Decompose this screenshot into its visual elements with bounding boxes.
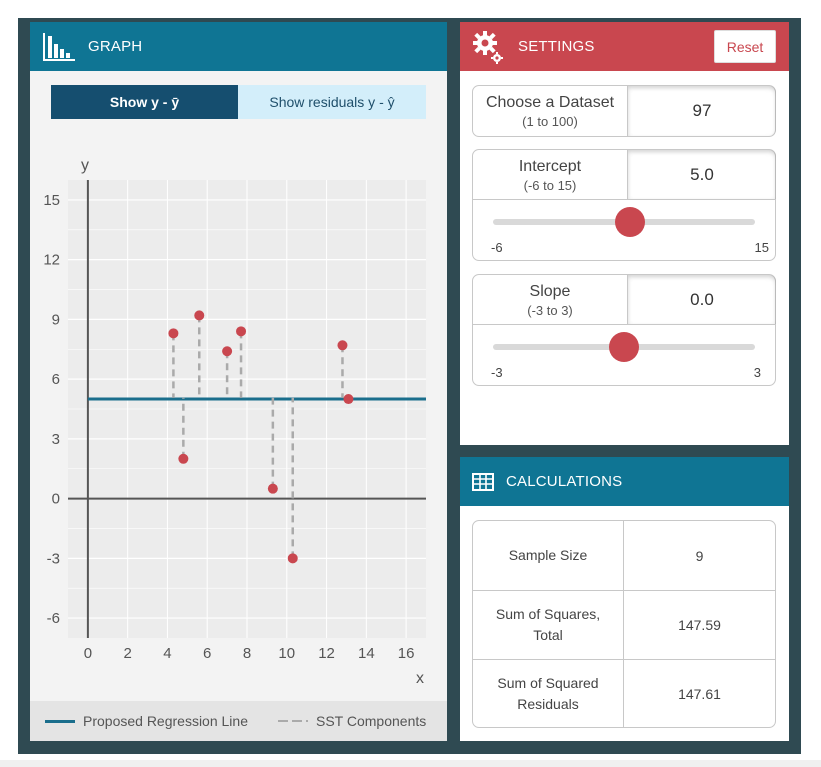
intercept-input[interactable]: 5.0 (627, 150, 776, 200)
x-axis-label: x (416, 670, 424, 687)
x-tick-label: 0 (84, 645, 92, 662)
legend-item-sst: SST Components (278, 713, 426, 729)
legend-dashed-line-swatch (278, 720, 308, 722)
sst-value: 147.59 (678, 617, 721, 633)
y-tick-label: 0 (52, 491, 60, 508)
data-point (178, 453, 189, 464)
graph-panel: GRAPH Show y - ȳ Show residuals y - ŷ 0 2… (30, 22, 447, 741)
slope-min-label: -3 (491, 365, 503, 380)
data-point (168, 328, 179, 339)
dataset-label: Choose a Dataset (1 to 100) (473, 86, 627, 136)
y-tick-label: -3 (47, 550, 60, 567)
show-y-minus-ybar-button[interactable]: Show y - ȳ (51, 85, 238, 119)
data-point (267, 483, 278, 494)
gear-icon (473, 30, 503, 64)
intercept-range-text: (-6 to 15) (523, 177, 577, 193)
y-tick-label: -6 (47, 610, 60, 627)
y-axis-label: y (81, 157, 89, 174)
table-row: Sample Size 9 (473, 521, 775, 590)
y-tick-label: 9 (52, 311, 60, 328)
intercept-label: Intercept (-6 to 15) (473, 150, 627, 200)
x-tick-label: 16 (398, 645, 415, 662)
y-tick-label: 3 (52, 431, 60, 448)
ssr-label: Sum of Squared Residuals (473, 660, 624, 728)
sst-label: Sum of Squares, Total (473, 591, 624, 659)
data-point (236, 326, 247, 337)
dataset-input[interactable]: 97 (627, 86, 776, 136)
reset-button[interactable]: Reset (714, 30, 776, 63)
slope-label-text: Slope (529, 282, 571, 300)
data-point (194, 310, 205, 321)
x-tick-label: 14 (358, 645, 375, 662)
calculations-header: CALCULATIONS (460, 457, 789, 506)
legend-item-regression: Proposed Regression Line (45, 713, 248, 729)
slope-range-text: (-3 to 3) (527, 302, 573, 318)
slope-setting: Slope (-3 to 3) 0.0 -3 3 (472, 274, 776, 386)
settings-title: SETTINGS (518, 38, 595, 55)
slope-max-label: 3 (753, 365, 761, 380)
slope-input[interactable]: 0.0 (627, 275, 776, 325)
x-tick-label: 8 (243, 645, 251, 662)
x-tick-label: 4 (163, 645, 171, 662)
sample-size-value: 9 (695, 547, 704, 564)
table-icon (472, 472, 494, 491)
y-tick-label: 15 (43, 192, 60, 209)
table-row: Sum of Squares, Total 147.59 (473, 590, 775, 659)
slope-slider-thumb[interactable] (609, 332, 639, 362)
legend-sst-label: SST Components (316, 713, 427, 729)
data-point (222, 346, 233, 357)
calculations-title: CALCULATIONS (506, 473, 623, 490)
x-tick-label: 6 (203, 645, 211, 662)
settings-header: SETTINGS Reset (460, 22, 789, 71)
graph-title: GRAPH (88, 38, 143, 55)
bottom-strip (0, 760, 821, 767)
data-point (287, 553, 298, 564)
x-tick-label: 10 (278, 645, 295, 662)
x-tick-label: 2 (123, 645, 131, 662)
view-toggle: Show y - ȳ Show residuals y - ŷ (51, 85, 426, 119)
graph-header: GRAPH (30, 22, 447, 71)
intercept-slider-thumb[interactable] (615, 207, 646, 237)
settings-panel: SETTINGS Reset Choose a Dataset (1 to 10… (460, 22, 789, 445)
legend-solid-line-swatch (45, 719, 75, 723)
intercept-max-label: 15 (754, 240, 769, 255)
intercept-setting: Intercept (-6 to 15) 5.0 -6 15 (472, 149, 776, 261)
dataset-range-text: (1 to 100) (522, 114, 578, 129)
data-point (343, 394, 354, 405)
ssr-value: 147.61 (678, 686, 721, 702)
data-point (337, 340, 348, 351)
calculations-table: Sample Size 9 Sum of Squares, Total 147.… (472, 520, 776, 728)
legend-regression-label: Proposed Regression Line (83, 713, 248, 729)
table-row: Sum of Squared Residuals 147.61 (473, 659, 775, 728)
intercept-label-text: Intercept (518, 157, 582, 175)
y-tick-label: 6 (52, 371, 60, 388)
dataset-setting: Choose a Dataset (1 to 100) 97 (472, 85, 776, 137)
dataset-label-text: Choose a Dataset (485, 94, 615, 111)
calculations-panel: CALCULATIONS Sample Size 9 Sum of Square… (460, 457, 789, 741)
show-residuals-button[interactable]: Show residuals y - ŷ (238, 85, 426, 119)
sample-size-label: Sample Size (473, 521, 624, 590)
legend: Proposed Regression Line SST Components (30, 701, 447, 741)
scatter-plot[interactable]: 0 2 4 6 8 10 12 14 16 -6 -3 0 3 6 9 12 15 x y (30, 132, 447, 692)
bar-chart-icon (43, 32, 75, 61)
x-tick-label: 12 (318, 645, 335, 662)
intercept-min-label: -6 (491, 240, 503, 255)
slope-label: Slope (-3 to 3) (473, 275, 627, 325)
y-tick-label: 12 (43, 252, 60, 269)
